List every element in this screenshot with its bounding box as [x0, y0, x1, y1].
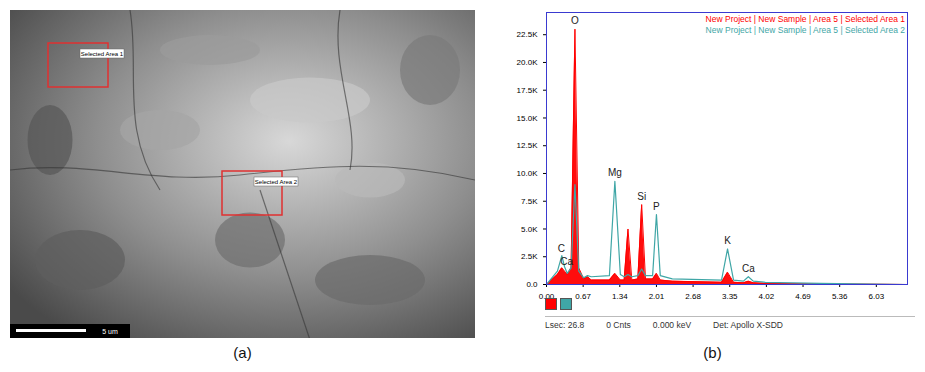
svg-text:0.00: 0.00 [538, 292, 555, 302]
svg-text:Ca: Ca [742, 263, 755, 274]
html-text:0 Cnts: 0 Cnts [606, 320, 631, 330]
html-text:New Project | New Sample | Are: New Project | New Sample | Area 5 | Sele… [705, 14, 905, 24]
svg-text:7.5K: 7.5K [521, 197, 538, 206]
svg-text:2.01: 2.01 [649, 292, 665, 301]
svg-text:Selected Area 2: Selected Area 2 [255, 179, 298, 185]
svg-text:0.0: 0.0 [526, 280, 538, 289]
html-text:(a): (a) [233, 344, 252, 361]
svg-text:15.0K: 15.0K [517, 114, 539, 123]
svg-text:5 um: 5 um [102, 328, 118, 335]
html-text:Det: Apollo X-SDD: Det: Apollo X-SDD [713, 320, 783, 330]
svg-text:22.5K: 22.5K [517, 30, 539, 39]
svg-text:Si: Si [637, 191, 646, 202]
svg-text:0.67: 0.67 [575, 292, 591, 301]
svg-text:5.36: 5.36 [832, 292, 848, 301]
svg-text:1.34: 1.34 [612, 292, 628, 301]
svg-text:Mg: Mg [608, 167, 622, 178]
svg-text:5.0K: 5.0K [521, 225, 538, 234]
svg-text:12.5K: 12.5K [517, 141, 539, 150]
html-text:Lsec: 26.8: Lsec: 26.8 [545, 320, 585, 330]
svg-text:K: K [724, 235, 731, 246]
svg-text:20.0K: 20.0K [517, 58, 539, 67]
svg-text:O: O [571, 15, 579, 26]
html-text:New Project | New Sample | Are: New Project | New Sample | Area 5 | Sele… [705, 25, 905, 35]
svg-text:2.68: 2.68 [685, 292, 701, 301]
svg-text:Ca: Ca [560, 256, 573, 267]
svg-text:P: P [653, 201, 660, 212]
svg-text:6.03: 6.03 [869, 292, 885, 301]
svg-text:10.0K: 10.0K [517, 169, 539, 178]
svg-text:17.5K: 17.5K [517, 86, 539, 95]
svg-text:3.35: 3.35 [722, 292, 738, 301]
svg-text:4.02: 4.02 [759, 292, 775, 301]
svg-text:Selected Area 1: Selected Area 1 [81, 51, 124, 57]
html-text:(b): (b) [703, 344, 722, 361]
html-text:0.000 keV: 0.000 keV [652, 320, 692, 330]
svg-text:2.5K: 2.5K [521, 252, 538, 261]
svg-text:4.69: 4.69 [795, 292, 811, 301]
svg-text:C: C [558, 243, 565, 254]
